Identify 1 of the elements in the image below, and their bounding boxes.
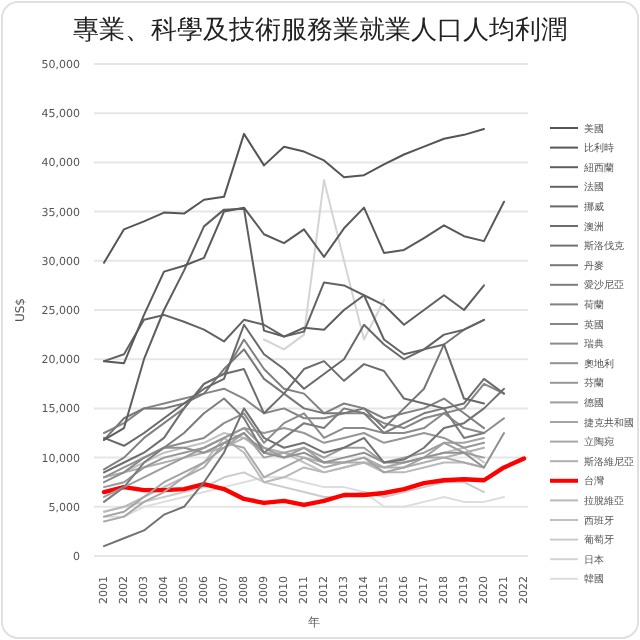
chart-title: 專業、科學及技術服務業就業人口人均利潤 <box>73 16 567 46</box>
